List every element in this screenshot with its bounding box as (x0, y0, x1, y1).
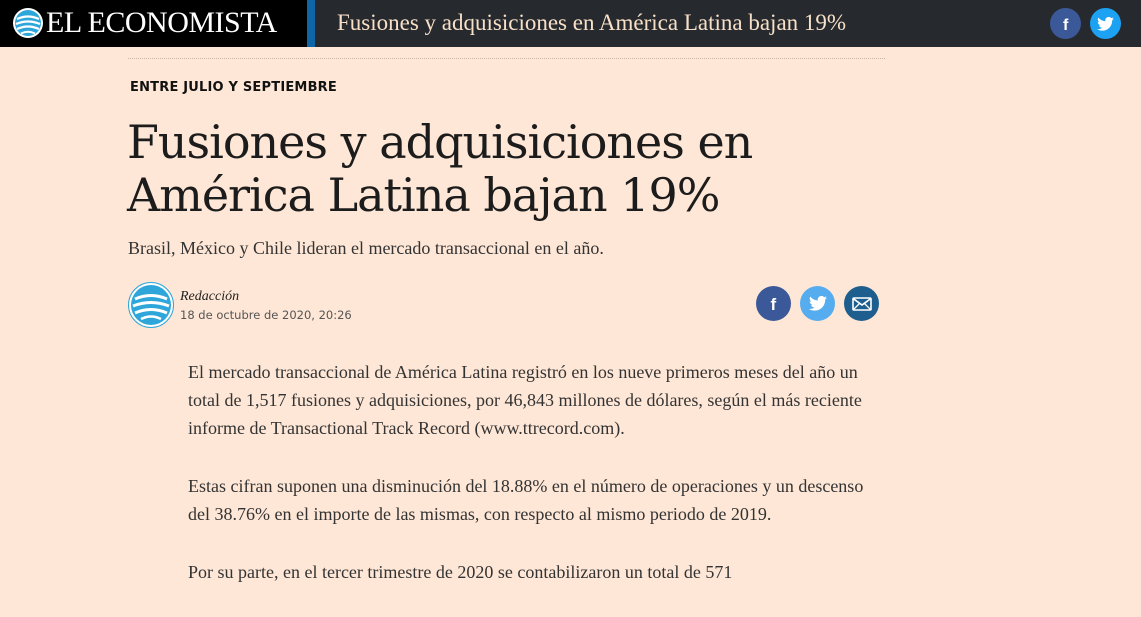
author-name[interactable]: Redacción (180, 289, 240, 304)
publish-date: 18 de octubre de 2020, 20:26 (180, 308, 352, 322)
facebook-icon: f (1063, 17, 1069, 32)
accent-strip (307, 0, 315, 47)
logo-globe-icon (131, 285, 171, 325)
share-twitter-button[interactable] (800, 286, 835, 321)
share-email-button[interactable] (844, 286, 879, 321)
svg-text:f: f (1063, 17, 1069, 32)
site-logo[interactable]: EL ECONOMISTA (0, 0, 307, 47)
logo-globe-icon (13, 8, 43, 38)
twitter-icon (808, 296, 827, 311)
email-icon (851, 296, 872, 311)
share-facebook-button[interactable]: f (756, 286, 791, 321)
topbar-facebook-button[interactable]: f (1050, 8, 1081, 39)
article-kicker: ENTRE JULIO Y SEPTIEMBRE (130, 80, 337, 95)
topbar-article-title: Fusiones y adquisiciones en América Lati… (337, 10, 847, 35)
article-body: El mercado transaccional de América Lati… (188, 358, 888, 616)
article-paragraph: Estas cifran suponen una disminución del… (188, 476, 864, 524)
author-avatar (128, 282, 174, 328)
facebook-icon: f (770, 295, 776, 313)
article-paragraph: El mercado transaccional de América Lati… (188, 362, 862, 438)
dotted-divider (128, 58, 885, 59)
topbar-twitter-button[interactable] (1090, 8, 1121, 39)
article-paragraph: Por su parte, en el tercer trimestre de … (188, 562, 733, 582)
svg-text:f: f (770, 295, 776, 313)
logo-text: EL ECONOMISTA (46, 6, 277, 39)
top-bar: EL ECONOMISTA Fusiones y adquisiciones e… (0, 0, 1141, 47)
twitter-icon (1097, 16, 1114, 31)
article-headline: Fusiones y adquisiciones en América Lati… (127, 115, 753, 222)
article-subheadline: Brasil, México y Chile lideran el mercad… (128, 238, 604, 258)
